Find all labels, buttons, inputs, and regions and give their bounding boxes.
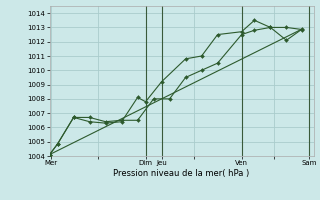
X-axis label: Pression niveau de la mer( hPa ): Pression niveau de la mer( hPa ) [114,169,250,178]
